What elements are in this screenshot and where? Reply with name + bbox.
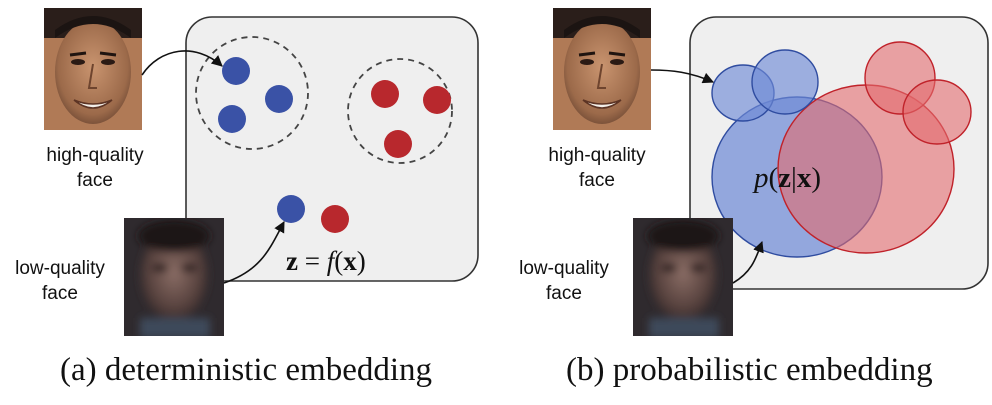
blue-cluster-boundary [195,36,309,150]
low-quality-face-label: low-quality face [2,256,118,306]
blue-embedding-point [222,57,250,85]
label-line: face [77,170,113,191]
label-line: high-quality [548,145,646,166]
panel-a: z = f(x) [44,8,479,336]
low-quality-face-image [633,218,733,336]
high-quality-embedding-arrow [141,50,223,76]
red-embedding-point-low-quality [321,205,349,233]
embedding-space-box [185,16,479,282]
high-quality-embedding-arrow [650,69,715,84]
red-embedding-point [384,130,412,158]
red-cluster-boundary [347,58,453,164]
red-high-quality-distribution [902,79,972,145]
blue-high-quality-distribution [751,49,819,115]
probabilistic-formula: p(z|x) [752,162,821,194]
high-quality-face-label: high-quality face [532,143,662,193]
blue-embedding-point [218,105,246,133]
label-line: face [42,283,78,304]
red-embedding-point [423,86,451,114]
low-quality-face-label: low-quality face [506,256,622,306]
label-line: face [579,170,615,191]
panel-b: p(z|x) [553,8,989,336]
label-line: low-quality [15,258,105,279]
blue-embedding-point-low-quality [277,195,305,223]
red-embedding-point [371,80,399,108]
high-quality-face-label: high-quality face [30,143,160,193]
label-line: face [546,283,582,304]
caption-deterministic: (a) deterministic embedding [60,352,433,388]
low-quality-embedding-arrow [732,240,764,284]
high-quality-face-image [553,8,651,130]
caption-probabilistic: (b) probabilistic embedding [566,352,933,388]
label-line: high-quality [46,145,144,166]
blue-embedding-point [265,85,293,113]
deterministic-formula: z = f(x) [286,246,366,276]
low-quality-face-image [124,218,224,336]
label-line: low-quality [519,258,609,279]
low-quality-embedding-arrow [223,221,285,284]
high-quality-face-image [44,8,142,130]
